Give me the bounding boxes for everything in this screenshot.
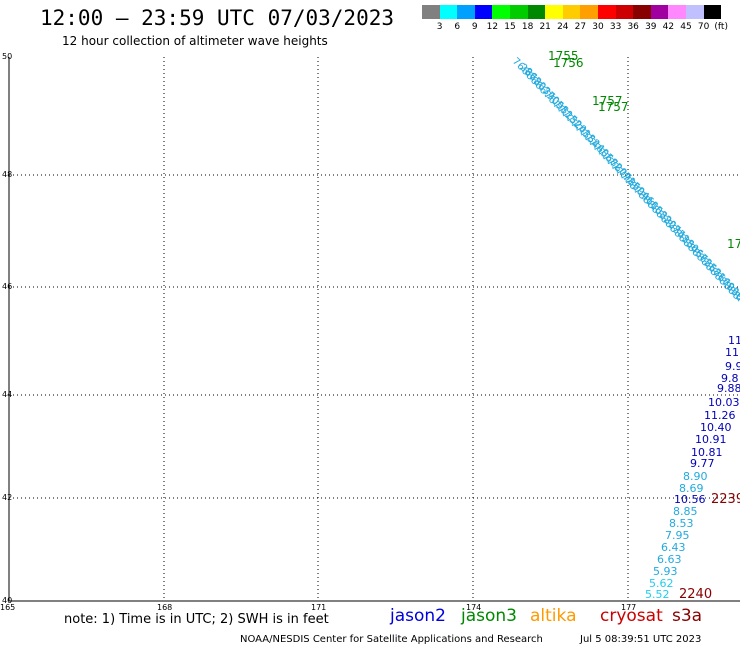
color-scale-label: 15 (504, 22, 516, 32)
time-label: 1755 (548, 49, 579, 63)
swh-value-label: 8.85 (673, 505, 698, 518)
color-swatch-13 (650, 5, 669, 19)
footnote: note: 1) Time is in UTC; 2) SWH is in fe… (64, 612, 329, 627)
color-scale-label: 6 (454, 22, 461, 32)
swh-value-label: 5.62 (649, 577, 674, 590)
satellite-jason3: jason3 (461, 606, 517, 626)
longitude-label: 168 (157, 603, 172, 612)
swh-value-label: 8.69 (679, 482, 704, 495)
page-title: 12:00 – 23:59 UTC 07/03/2023 (40, 6, 395, 30)
color-scale-label: 45 (680, 22, 692, 32)
track-labels: 7.286.866.736.806.636.776.907.056.987.11… (510, 49, 740, 602)
swh-value-label: 9.88 (717, 382, 740, 395)
color-swatch-16 (703, 5, 722, 19)
latitude-label: 48 (2, 170, 12, 179)
longitude-label: 174 (466, 603, 481, 612)
swh-value-label: 11.26 (704, 409, 736, 422)
color-swatch-2 (457, 5, 475, 19)
axis-labels: 165 168 171 174 177 50 48 46 44 42 40 (0, 52, 636, 612)
color-swatch-9 (580, 5, 598, 19)
satellite-cryosat: cryosat (600, 606, 663, 626)
color-swatch-5 (509, 5, 528, 19)
color-swatch-12 (633, 5, 651, 19)
color-scale-label: 42 (662, 22, 675, 32)
color-scale-label: 18 (521, 22, 534, 32)
time-label: 2239 (711, 492, 740, 507)
color-swatch-11 (615, 5, 634, 19)
timestamp: Jul 5 08:39:51 UTC 2023 (580, 634, 702, 645)
color-swatch-8 (562, 5, 581, 19)
time-label: 17 (727, 237, 740, 251)
satellite-altika: altika (530, 606, 577, 626)
color-scale-label: 33 (609, 22, 622, 32)
color-scale-label: 30 (592, 22, 604, 32)
color-swatch-10 (597, 5, 616, 19)
swh-value-label: 6.43 (661, 541, 686, 554)
swh-track-label: 8.96 (730, 290, 740, 313)
swh-value-label: 8.53 (669, 517, 694, 530)
time-label: 2240 (679, 587, 712, 602)
longitude-label: 171 (311, 603, 326, 612)
satellite-jason2: jason2 (390, 606, 446, 626)
color-swatch-0 (422, 5, 440, 19)
longitude-label: 177 (621, 603, 636, 612)
swh-value-label: 11. (725, 346, 740, 359)
color-scale-label: 12 (486, 22, 499, 32)
color-scale-label: 3 (436, 22, 443, 32)
color-scale-label: 36 (627, 22, 639, 32)
longitude-label: 165 (0, 603, 15, 612)
swh-value-label: 11 (728, 334, 740, 347)
color-swatch-7 (545, 5, 563, 19)
swh-value-label: 9.9 (725, 360, 740, 373)
color-swatch-1 (439, 5, 458, 19)
latitude-label: 50 (2, 52, 12, 61)
latitude-label: 40 (2, 596, 12, 605)
color-scale-label: (ft) (714, 22, 728, 32)
color-scale-label: 70 (697, 22, 710, 32)
color-scale-label: 9 (471, 22, 478, 32)
map-grid (8, 57, 740, 602)
color-scale-labels: 3 6 9 12 15 18 21 24 27 30 33 36 39 42 45 70 (ft) (422, 22, 740, 34)
latitude-label: 42 (2, 493, 12, 502)
color-swatch-14 (668, 5, 686, 19)
swh-value-label: 6.63 (657, 553, 682, 566)
swh-value-label: 5.93 (653, 565, 678, 578)
swh-value-label: 9.77 (690, 457, 715, 470)
color-swatch-6 (527, 5, 546, 19)
swh-value-label: 10.81 (691, 446, 723, 459)
color-scale-legend (422, 5, 722, 19)
color-scale-label: 39 (645, 22, 657, 32)
color-swatch-15 (685, 5, 704, 19)
latitude-label: 44 (2, 390, 12, 399)
swh-value-label: 5.52 (645, 588, 670, 601)
swh-value-label: 10.91 (695, 433, 727, 446)
color-swatch-4 (492, 5, 510, 19)
swh-value-label: 10.03 (708, 396, 740, 409)
time-label: 1756 (553, 56, 584, 70)
latitude-label: 46 (2, 282, 12, 291)
color-swatch-3 (474, 5, 493, 19)
time-label: 1757 (592, 94, 623, 108)
satellite-s3a: s3a (672, 606, 703, 626)
swh-value-label: 10.40 (700, 421, 732, 434)
credit-line: NOAA/NESDIS Center for Satellite Applica… (240, 634, 543, 645)
page-subtitle: 12 hour collection of altimeter wave hei… (62, 34, 328, 48)
time-label: 1757 (598, 100, 629, 114)
color-scale-label: 21 (539, 22, 551, 32)
swh-value-label: 10.56 (674, 493, 706, 506)
swh-value-label: 7.95 (665, 529, 690, 542)
color-scale-label: 24 (557, 22, 569, 32)
color-scale-label: 27 (574, 22, 587, 32)
swh-value-label: 9.8 (721, 372, 739, 385)
swh-value-label: 8.90 (683, 470, 708, 483)
